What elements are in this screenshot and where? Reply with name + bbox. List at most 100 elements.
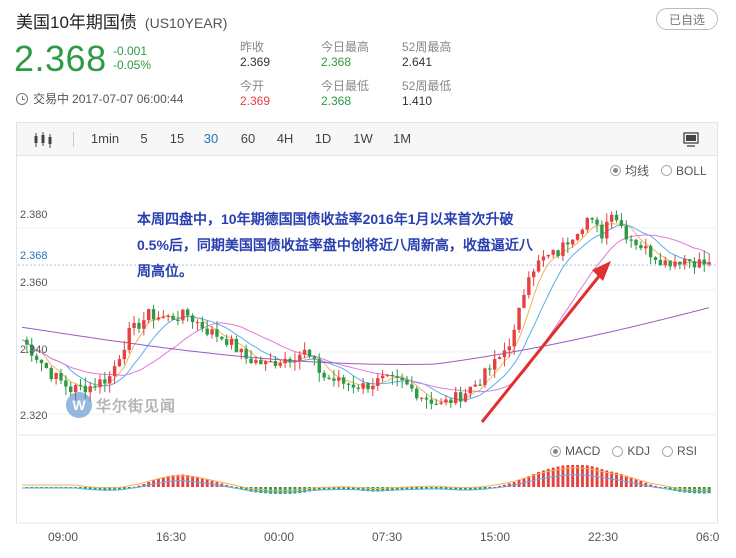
macd-bar: [312, 487, 316, 491]
macd-bar: [108, 487, 112, 491]
ma10-line: [21, 224, 710, 401]
candle-body: [590, 218, 594, 220]
candle-body: [234, 338, 239, 353]
candle-body: [566, 242, 570, 245]
candle-body: [210, 329, 214, 335]
candle-body: [185, 309, 190, 316]
candle-body: [263, 361, 268, 365]
instrument-title: 美国10年期国债 (US10YEAR): [16, 13, 228, 32]
interval-1m[interactable]: 1M: [392, 131, 412, 146]
watchlist-button[interactable]: 已自选: [656, 8, 718, 30]
change-percent: -0.05%: [113, 58, 152, 72]
macd-bar: [79, 487, 82, 488]
candle-body: [298, 354, 302, 361]
interval-15[interactable]: 15: [169, 131, 185, 146]
interval-1min[interactable]: 1min: [90, 131, 120, 146]
candle-body: [551, 250, 555, 255]
interval-30[interactable]: 30: [203, 131, 219, 146]
candle-body: [609, 214, 614, 222]
macd-bar: [658, 486, 662, 488]
candle-body: [332, 378, 336, 381]
y-tick-2360: 2.360: [20, 277, 48, 289]
ma20-line: [21, 234, 710, 393]
macd-bar: [668, 487, 672, 490]
candle-body: [122, 349, 127, 360]
macd-bar: [215, 482, 219, 487]
candle-body: [200, 321, 205, 329]
candle-body: [229, 338, 234, 345]
y-tick-2380: 2.380: [20, 209, 48, 221]
candle-body: [69, 386, 73, 392]
candle-body: [112, 366, 117, 377]
macd-bar: [566, 465, 570, 487]
macd-bar: [590, 466, 594, 487]
x-tick-0730: 07:30: [372, 530, 403, 544]
legend-macd[interactable]: MACD: [550, 444, 600, 458]
macd-bar: [502, 484, 506, 487]
interval-1d[interactable]: 1D: [314, 131, 332, 146]
legend-rsi[interactable]: RSI: [662, 444, 697, 458]
candle-body: [327, 377, 331, 379]
macd-bar: [410, 487, 414, 490]
interval-60[interactable]: 60: [240, 131, 256, 146]
candle-body: [419, 397, 424, 399]
candle-body: [288, 358, 292, 362]
macd-bar: [308, 487, 311, 492]
interval-1w[interactable]: 1W: [353, 131, 373, 146]
ma5-line: [21, 223, 710, 404]
chart-area[interactable]: [16, 156, 718, 524]
macd-bar: [551, 467, 555, 487]
candle-body: [171, 315, 175, 320]
instrument-code: (US10YEAR): [144, 15, 228, 31]
candle-body: [600, 224, 604, 239]
candle-body: [249, 358, 253, 364]
macd-bar: [649, 484, 653, 487]
y-tick-2340: 2.340: [20, 344, 48, 356]
macd-bar: [683, 487, 687, 493]
candle-body: [30, 344, 34, 356]
interval-5[interactable]: 5: [140, 131, 148, 146]
candle-body: [454, 392, 458, 404]
candle-body: [215, 329, 219, 337]
trading-status: 交易中 2017-07-07 06:00:44: [16, 90, 183, 107]
candle-body: [424, 397, 429, 400]
macd-bar: [88, 487, 92, 490]
legend-boll[interactable]: BOLL: [661, 164, 707, 178]
legend-ma[interactable]: 均线: [610, 162, 649, 179]
toolbar-divider: [73, 132, 74, 147]
macd-bar: [468, 487, 472, 491]
candle-body: [497, 357, 502, 360]
candle-body: [108, 376, 112, 384]
candlestick-icon[interactable]: [33, 132, 53, 148]
candle-body: [346, 383, 351, 385]
candle-body: [648, 245, 653, 258]
macd-bar: [576, 465, 580, 487]
status-time: 2017-07-07 06:00:44: [72, 91, 184, 106]
candle-body: [707, 262, 711, 265]
macd-bar: [118, 487, 121, 491]
candle-body: [702, 259, 706, 265]
candle-body: [54, 372, 58, 380]
macd-bar: [488, 487, 492, 488]
x-tick-0900: 09:00: [48, 530, 79, 544]
watermark-text: 华尔街见闻: [96, 397, 177, 415]
annotation-arrow: [480, 269, 606, 423]
candle-body: [390, 374, 395, 377]
macd-bar: [93, 487, 97, 491]
candle-body: [59, 372, 63, 381]
candle-body: [351, 384, 356, 388]
interval-4h[interactable]: 4H: [276, 131, 294, 146]
monitor-icon[interactable]: [683, 132, 699, 147]
macd-bar: [356, 487, 360, 491]
header: 美国10年期国债 (US10YEAR): [16, 8, 227, 33]
macd-bar: [395, 487, 399, 491]
candle-body: [492, 359, 497, 370]
annotation-arrowhead: [592, 261, 611, 281]
news-annotation: 本周四盘中，10年期德国国债收益率2016年1月以来首次升破0.5%后，同期美国…: [137, 211, 533, 279]
candle-body: [585, 218, 590, 230]
candle-body: [151, 309, 156, 320]
macd-bar: [98, 487, 102, 491]
legend-kdj[interactable]: KDJ: [612, 444, 650, 458]
candle-body: [478, 384, 482, 386]
